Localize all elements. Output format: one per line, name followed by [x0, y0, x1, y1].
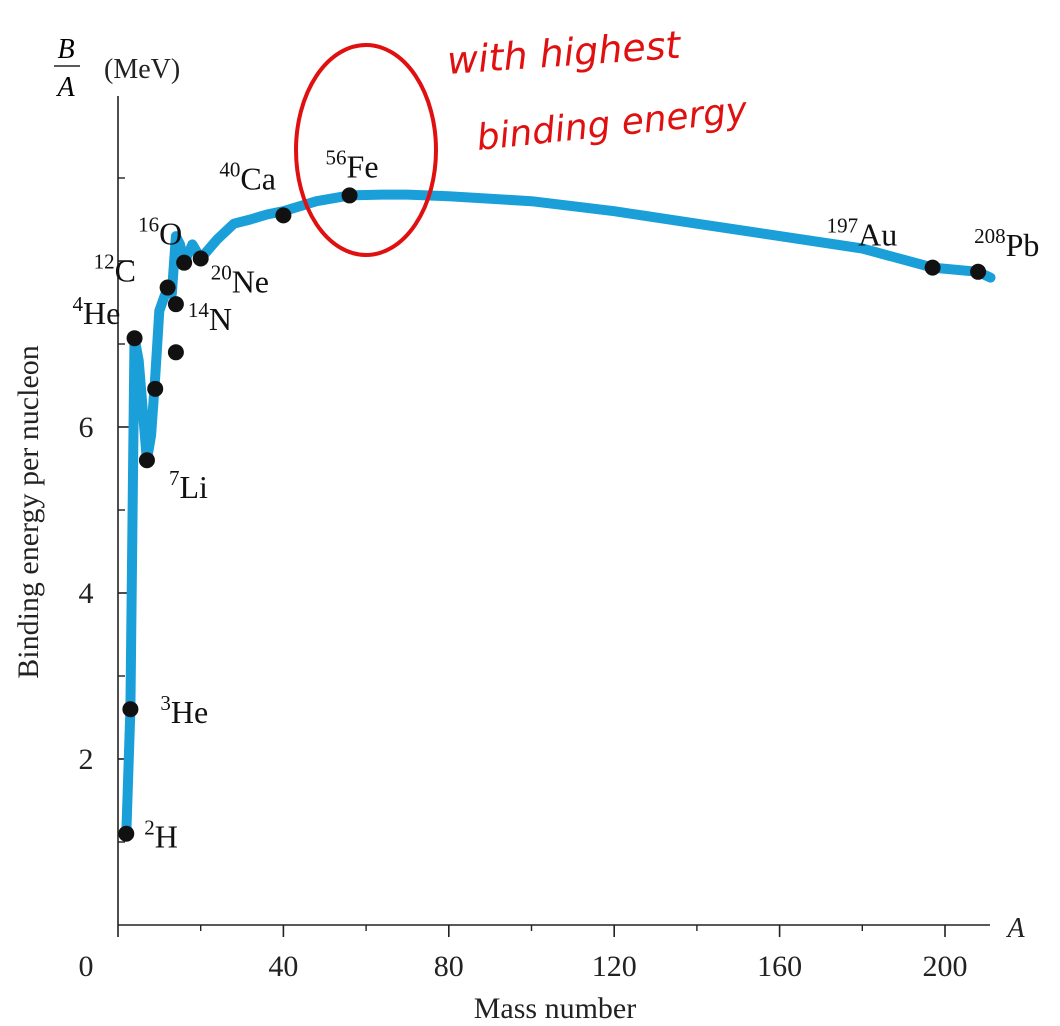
- x-tick-label: 160: [757, 950, 802, 983]
- x-tick-label: 40: [268, 950, 298, 983]
- element-symbol: Li: [179, 469, 208, 505]
- isotope-label: 197Au: [827, 214, 898, 253]
- data-point: [192, 250, 209, 267]
- isotope-label: 208Pb: [974, 224, 1039, 263]
- y-tick-label: 6: [79, 411, 94, 444]
- mass-number: 2: [144, 816, 155, 840]
- data-point: [118, 825, 135, 842]
- data-point: [924, 259, 941, 276]
- isotope-label: 14N: [188, 298, 232, 337]
- data-point: [147, 380, 164, 397]
- points-layer: [118, 187, 987, 842]
- mass-number: 3: [160, 691, 171, 715]
- mass-number: 197: [827, 214, 859, 238]
- y-unit-denominator: A: [55, 72, 75, 103]
- x-tick-label: 0: [79, 950, 94, 983]
- isotope-label: 40Ca: [219, 157, 276, 196]
- data-point: [167, 296, 184, 313]
- y-unit-text: (MeV): [104, 54, 180, 85]
- highlight-circle: [294, 43, 438, 257]
- data-point: [126, 330, 143, 347]
- mass-number: 56: [326, 145, 347, 169]
- mass-number: 40: [219, 157, 240, 181]
- isotope-label: 3He: [160, 691, 208, 730]
- element-symbol: N: [209, 301, 232, 337]
- element-symbol: He: [171, 694, 208, 730]
- mass-number: 20: [211, 261, 232, 285]
- element-symbol: Pb: [1006, 227, 1040, 263]
- element-symbol: H: [155, 819, 178, 855]
- isotope-label: 20Ne: [211, 261, 269, 300]
- y-tick-label: 4: [79, 577, 94, 610]
- binding-energy-curve: [121, 189, 996, 839]
- data-point: [176, 254, 193, 271]
- isotope-label: 2H: [144, 816, 178, 855]
- y-tick-label: 2: [79, 743, 94, 776]
- element-symbol: He: [83, 295, 120, 331]
- element-symbol: Fe: [347, 148, 379, 184]
- annotation-line-2: binding energy: [475, 90, 750, 159]
- data-point: [138, 452, 155, 469]
- element-symbol: O: [159, 216, 182, 252]
- annotation-line-1: with highest: [446, 23, 684, 83]
- data-point: [159, 279, 176, 296]
- y-axis-title: Binding energy per nucleon: [12, 345, 45, 679]
- mass-number: 12: [94, 250, 115, 274]
- data-point: [275, 207, 292, 224]
- y-unit-numerator: B: [57, 34, 74, 65]
- data-point: [341, 187, 358, 204]
- element-symbol: Au: [858, 217, 897, 253]
- isotope-label: 7Li: [169, 466, 208, 505]
- mass-number: 16: [138, 213, 159, 237]
- x-tick-label: 120: [592, 950, 637, 983]
- mass-number: 208: [974, 224, 1006, 248]
- element-symbol: Ne: [232, 264, 269, 300]
- x-axis-title: Mass number: [474, 992, 636, 1025]
- isotope-label: 12C: [94, 250, 136, 289]
- curve-layer: [121, 189, 996, 839]
- axis-ticks: 0 40 80 120 160 200 2 4 6: [79, 177, 968, 983]
- x-axis-symbol: A: [1005, 913, 1025, 944]
- data-point: [970, 263, 987, 280]
- data-point: [167, 344, 184, 361]
- mass-number: 4: [73, 292, 84, 316]
- isotope-label: 16O: [138, 213, 182, 252]
- element-symbol: C: [115, 253, 136, 289]
- isotope-label: 4He: [73, 292, 121, 331]
- x-tick-label: 200: [923, 950, 968, 983]
- isotope-label: 56Fe: [326, 145, 379, 184]
- mass-number: 14: [188, 298, 210, 322]
- x-tick-label: 80: [434, 950, 464, 983]
- element-symbol: Ca: [240, 160, 276, 196]
- mass-number: 7: [169, 466, 180, 490]
- data-point: [122, 701, 139, 718]
